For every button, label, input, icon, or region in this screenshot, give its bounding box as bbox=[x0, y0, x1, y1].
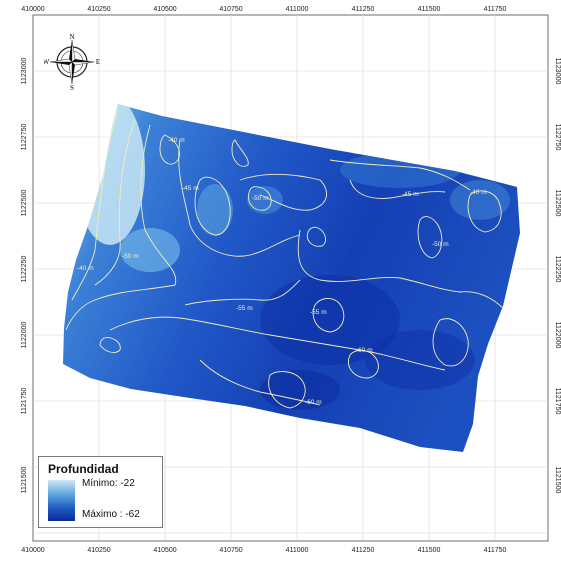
x-tick-label: 410000 bbox=[21, 547, 44, 554]
contour-label: -55 m bbox=[310, 309, 327, 316]
contour-label: -45 m bbox=[402, 191, 419, 198]
x-axis-top: 410000 410250 410500 410750 411000 41125… bbox=[21, 6, 506, 13]
compass-n-label: N bbox=[69, 34, 74, 41]
x-tick-label: 411750 bbox=[484, 6, 507, 13]
y-axis-right: 1123000 1122750 1122500 1122250 1122000 … bbox=[554, 58, 561, 494]
legend-min-label: Mínimo: -22 bbox=[82, 478, 135, 489]
x-tick-label: 411250 bbox=[352, 547, 375, 554]
compass-w-label: W bbox=[44, 58, 50, 66]
x-tick-label: 411750 bbox=[484, 547, 507, 554]
x-tick-label: 410750 bbox=[219, 6, 242, 13]
legend-title: Profundidad bbox=[48, 462, 119, 476]
contour-label: -60 m bbox=[356, 347, 373, 354]
y-tick-label: 1122750 bbox=[554, 124, 561, 151]
y-tick-label: 1122500 bbox=[21, 190, 28, 217]
x-tick-label: 410500 bbox=[153, 6, 176, 13]
contour-label: -40 m bbox=[77, 265, 94, 272]
compass-s-label: S bbox=[70, 84, 74, 90]
y-tick-label: 1122000 bbox=[554, 322, 561, 349]
contour-label: -50 m bbox=[252, 195, 269, 202]
x-tick-label: 411000 bbox=[286, 6, 309, 13]
contour-label: -45 m bbox=[182, 185, 199, 192]
y-tick-label: 1123000 bbox=[554, 58, 561, 85]
y-tick-label: 1121500 bbox=[21, 467, 28, 494]
y-tick-label: 1121500 bbox=[554, 467, 561, 494]
contour-label: -55 m bbox=[236, 305, 253, 312]
compass-e-label: E bbox=[96, 58, 100, 66]
depth-legend: Profundidad Mínimo: -22 Máximo : -62 bbox=[38, 456, 163, 528]
contour-lines bbox=[65, 109, 506, 409]
x-tick-label: 411000 bbox=[286, 547, 309, 554]
compass-rose-icon: N S W E bbox=[44, 34, 100, 90]
y-tick-label: 1122000 bbox=[21, 322, 28, 349]
legend-color-ramp bbox=[48, 480, 75, 521]
x-tick-label: 410500 bbox=[153, 547, 176, 554]
legend-max-label: Máximo : -62 bbox=[82, 509, 140, 520]
x-tick-label: 410000 bbox=[21, 6, 44, 13]
contour-label: -50 m bbox=[122, 253, 139, 260]
y-tick-label: 1122500 bbox=[554, 190, 561, 217]
contour-label: -50 m bbox=[432, 241, 449, 248]
y-tick-label: 1123000 bbox=[21, 58, 28, 85]
x-tick-label: 411500 bbox=[418, 547, 441, 554]
contour-label: -40 m bbox=[168, 137, 185, 144]
x-tick-label: 411250 bbox=[352, 6, 375, 13]
x-tick-label: 410750 bbox=[219, 547, 242, 554]
x-tick-label: 411500 bbox=[418, 6, 441, 13]
y-tick-label: 1122250 bbox=[554, 256, 561, 283]
contour-labels: -40 m -45 m -50 m -55 m -60 m -50 m -45 … bbox=[77, 137, 487, 406]
x-tick-label: 410250 bbox=[87, 6, 110, 13]
contour-label: -40 m bbox=[470, 189, 487, 196]
y-axis-left: 1123000 1122750 1122500 1122250 1122000 … bbox=[21, 58, 28, 494]
y-tick-label: 1122250 bbox=[21, 256, 28, 283]
y-tick-label: 1121750 bbox=[21, 388, 28, 415]
contour-label: -60 m bbox=[305, 399, 322, 406]
y-tick-label: 1121750 bbox=[554, 388, 561, 415]
y-tick-label: 1122750 bbox=[21, 124, 28, 151]
x-tick-label: 410250 bbox=[87, 547, 110, 554]
x-axis-bottom: 410000 410250 410500 410750 411000 41125… bbox=[21, 547, 506, 554]
